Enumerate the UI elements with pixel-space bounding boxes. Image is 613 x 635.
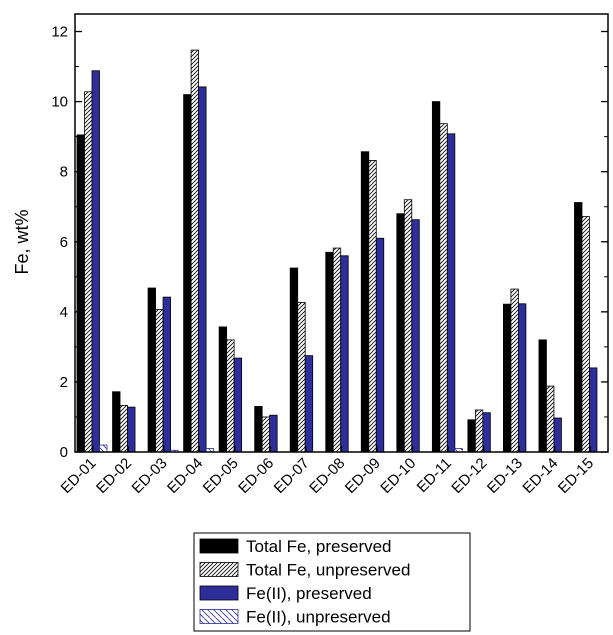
bar-ED-04-s0 xyxy=(183,94,192,453)
x-tick-label: ED-15 xyxy=(555,455,597,497)
x-tick-label: ED-09 xyxy=(342,455,384,497)
bar-ED-03-s1 xyxy=(155,308,164,453)
bar-ED-13-s2 xyxy=(518,303,527,453)
bar-ED-04-s2 xyxy=(198,86,207,453)
bar-ED-05-s2 xyxy=(233,357,243,453)
bar-ED-11-s2 xyxy=(446,133,456,453)
bar-ED-13-s1 xyxy=(510,288,519,453)
bar-ED-14-s1 xyxy=(546,385,555,453)
x-tick-label: ED-13 xyxy=(484,455,526,497)
bar-ED-10-s1 xyxy=(403,199,413,453)
legend-label: Fe(II), preserved xyxy=(246,584,372,603)
legend-label: Total Fe, preserved xyxy=(246,537,392,556)
bar-ED-10-s2 xyxy=(411,219,420,453)
bar-ED-15-s0 xyxy=(574,202,583,453)
legend-swatch xyxy=(199,609,239,624)
plot-frame xyxy=(74,13,609,453)
x-tick-label: ED-11 xyxy=(414,455,455,496)
y-axis-title: Fe, wt% xyxy=(12,209,32,274)
bar-ED-08-s0 xyxy=(325,251,334,453)
x-tick-label: ED-06 xyxy=(235,455,277,497)
x-tick-label: ED-08 xyxy=(306,455,348,497)
bar-ED-15-s1 xyxy=(581,216,590,453)
x-tick-label: ED-03 xyxy=(129,455,171,497)
bar-ED-01-s1 xyxy=(84,91,93,453)
bar-ED-07-s2 xyxy=(304,355,314,453)
bar-ED-13-s0 xyxy=(502,303,512,453)
x-tick-label: ED-04 xyxy=(164,455,206,497)
x-tick-label: ED-07 xyxy=(271,455,313,497)
y-tick-label: 12 xyxy=(51,24,68,41)
bar-ED-04-s1 xyxy=(190,49,200,453)
bar-ED-09-s2 xyxy=(375,237,385,453)
bar-ED-01-s3 xyxy=(99,444,108,453)
bars xyxy=(76,49,598,453)
x-tick-label: ED-05 xyxy=(200,455,242,497)
bar-ED-09-s0 xyxy=(360,151,370,453)
x-tick-label: ED-02 xyxy=(93,455,135,497)
x-tick-label: ED-01 xyxy=(58,455,100,497)
legend-swatch xyxy=(199,562,239,577)
y-tick-label: 2 xyxy=(60,374,68,391)
bar-ED-08-s1 xyxy=(332,247,342,453)
bar-ED-12-s1 xyxy=(474,409,484,453)
bar-ED-02-s0 xyxy=(112,391,121,453)
bar-ED-11-s1 xyxy=(439,123,448,453)
bar-ED-03-s2 xyxy=(162,296,171,453)
bar-ED-11-s0 xyxy=(431,101,441,453)
x-tick-label: ED-10 xyxy=(377,455,419,497)
x-axis: ED-01ED-02ED-03ED-04ED-05ED-06ED-07ED-08… xyxy=(58,446,597,497)
legend: Total Fe, preserved Total Fe, unpreserved… xyxy=(193,532,471,632)
x-tick-label: ED-12 xyxy=(448,455,490,497)
bar-ED-09-s1 xyxy=(368,160,377,453)
bar-ED-07-s0 xyxy=(289,267,299,453)
bar-ED-06-s1 xyxy=(261,416,271,453)
bar-ED-10-s0 xyxy=(396,213,405,453)
x-tick-label: ED-14 xyxy=(519,455,561,497)
legend-box xyxy=(193,532,471,632)
bar-ED-06-s0 xyxy=(254,406,263,453)
legend-swatch xyxy=(199,585,239,601)
bar-ED-12-s0 xyxy=(467,419,476,453)
y-tick-label: 0 xyxy=(60,444,68,461)
legend-label: Fe(II), unpreserved xyxy=(246,608,391,627)
y-tick-label: 10 xyxy=(51,94,68,111)
bar-ED-15-s2 xyxy=(589,367,598,453)
bar-ED-02-s2 xyxy=(127,406,136,453)
bar-ED-01-s0 xyxy=(76,134,85,453)
y-tick-label: 8 xyxy=(60,164,68,181)
bar-ED-02-s1 xyxy=(119,404,128,453)
y-tick-label: 6 xyxy=(60,234,68,251)
bar-ED-05-s0 xyxy=(218,326,228,453)
bar-ED-07-s1 xyxy=(297,301,306,453)
legend-label: Total Fe, unpreserved xyxy=(246,561,410,580)
bar-ED-08-s2 xyxy=(340,255,349,453)
bar-ED-03-s0 xyxy=(147,287,156,453)
bar-ED-05-s1 xyxy=(226,339,235,453)
bar-ED-01-s2 xyxy=(91,70,100,453)
y-tick-label: 4 xyxy=(60,304,68,321)
legend-swatch xyxy=(199,538,239,554)
bar-ED-14-s0 xyxy=(538,339,547,453)
